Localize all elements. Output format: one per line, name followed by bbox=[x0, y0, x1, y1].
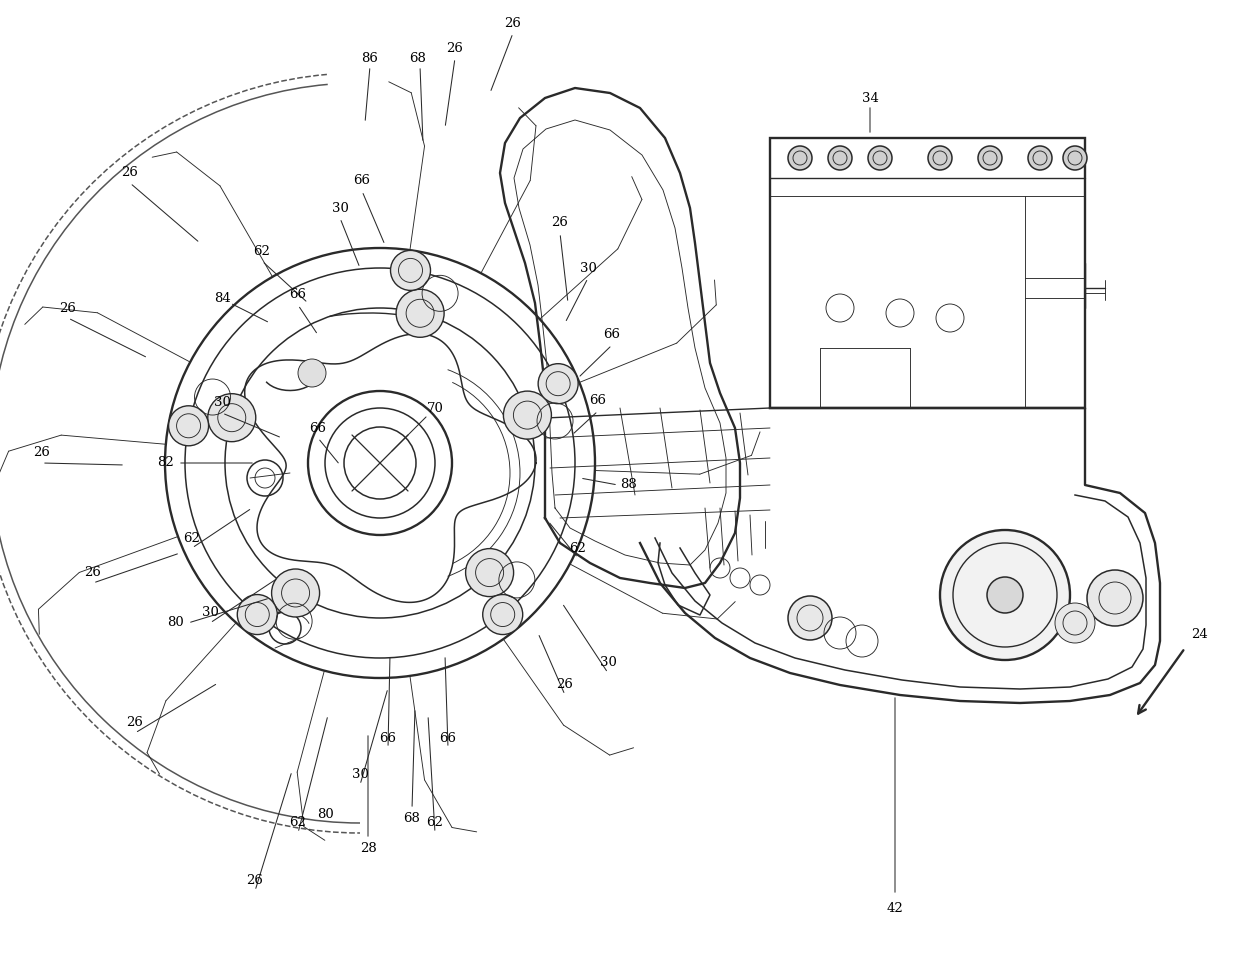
Circle shape bbox=[787, 146, 812, 170]
Text: 68: 68 bbox=[403, 812, 420, 824]
Circle shape bbox=[940, 530, 1070, 660]
Circle shape bbox=[396, 289, 444, 337]
Circle shape bbox=[928, 146, 952, 170]
Text: 66: 66 bbox=[439, 732, 456, 744]
Circle shape bbox=[208, 394, 255, 442]
Text: 66: 66 bbox=[289, 289, 306, 301]
Text: 34: 34 bbox=[862, 91, 878, 105]
Text: 62: 62 bbox=[290, 817, 306, 829]
Text: 26: 26 bbox=[126, 716, 144, 730]
Bar bbox=[770, 138, 1085, 408]
Text: 26: 26 bbox=[557, 679, 573, 691]
Circle shape bbox=[868, 146, 892, 170]
Text: 30: 30 bbox=[579, 262, 596, 274]
Text: 30: 30 bbox=[600, 657, 616, 669]
Circle shape bbox=[828, 146, 852, 170]
Text: 88: 88 bbox=[620, 479, 636, 491]
Text: 80: 80 bbox=[316, 809, 334, 821]
Text: 26: 26 bbox=[446, 41, 464, 55]
Text: 84: 84 bbox=[213, 292, 231, 304]
Circle shape bbox=[1063, 146, 1087, 170]
Text: 24: 24 bbox=[1192, 629, 1208, 641]
Text: 66: 66 bbox=[589, 395, 606, 407]
Text: 28: 28 bbox=[360, 842, 377, 854]
Text: 26: 26 bbox=[247, 874, 263, 888]
Circle shape bbox=[987, 577, 1023, 613]
Text: 30: 30 bbox=[213, 397, 231, 409]
Text: 80: 80 bbox=[166, 616, 184, 630]
Text: 30: 30 bbox=[202, 607, 218, 619]
Text: 26: 26 bbox=[122, 167, 139, 179]
Circle shape bbox=[298, 359, 326, 387]
Text: 82: 82 bbox=[156, 456, 174, 470]
Text: 30: 30 bbox=[352, 768, 368, 782]
Text: 26: 26 bbox=[84, 566, 102, 580]
Text: 30: 30 bbox=[331, 201, 348, 215]
Text: 86: 86 bbox=[362, 51, 378, 65]
Text: 70: 70 bbox=[427, 402, 444, 414]
Circle shape bbox=[1087, 570, 1143, 626]
Text: 62: 62 bbox=[184, 532, 201, 544]
Circle shape bbox=[503, 391, 552, 439]
Text: 26: 26 bbox=[505, 16, 522, 30]
Text: 68: 68 bbox=[409, 51, 427, 65]
Circle shape bbox=[169, 405, 208, 446]
Text: 66: 66 bbox=[379, 732, 397, 744]
Circle shape bbox=[465, 549, 513, 597]
Circle shape bbox=[272, 569, 320, 617]
Text: 62: 62 bbox=[253, 245, 270, 257]
Circle shape bbox=[482, 594, 523, 635]
Circle shape bbox=[1055, 603, 1095, 643]
Circle shape bbox=[787, 596, 832, 640]
Text: 66: 66 bbox=[353, 174, 371, 188]
Text: 26: 26 bbox=[552, 217, 568, 229]
Text: 66: 66 bbox=[604, 328, 620, 342]
Circle shape bbox=[978, 146, 1002, 170]
Circle shape bbox=[237, 594, 278, 635]
Text: 62: 62 bbox=[569, 541, 587, 555]
Text: 42: 42 bbox=[887, 901, 904, 915]
Text: 26: 26 bbox=[33, 447, 51, 459]
Text: 66: 66 bbox=[310, 422, 326, 434]
Circle shape bbox=[1028, 146, 1052, 170]
Text: 62: 62 bbox=[427, 817, 444, 829]
Circle shape bbox=[538, 364, 578, 403]
Text: 26: 26 bbox=[60, 301, 77, 315]
Circle shape bbox=[391, 250, 430, 291]
